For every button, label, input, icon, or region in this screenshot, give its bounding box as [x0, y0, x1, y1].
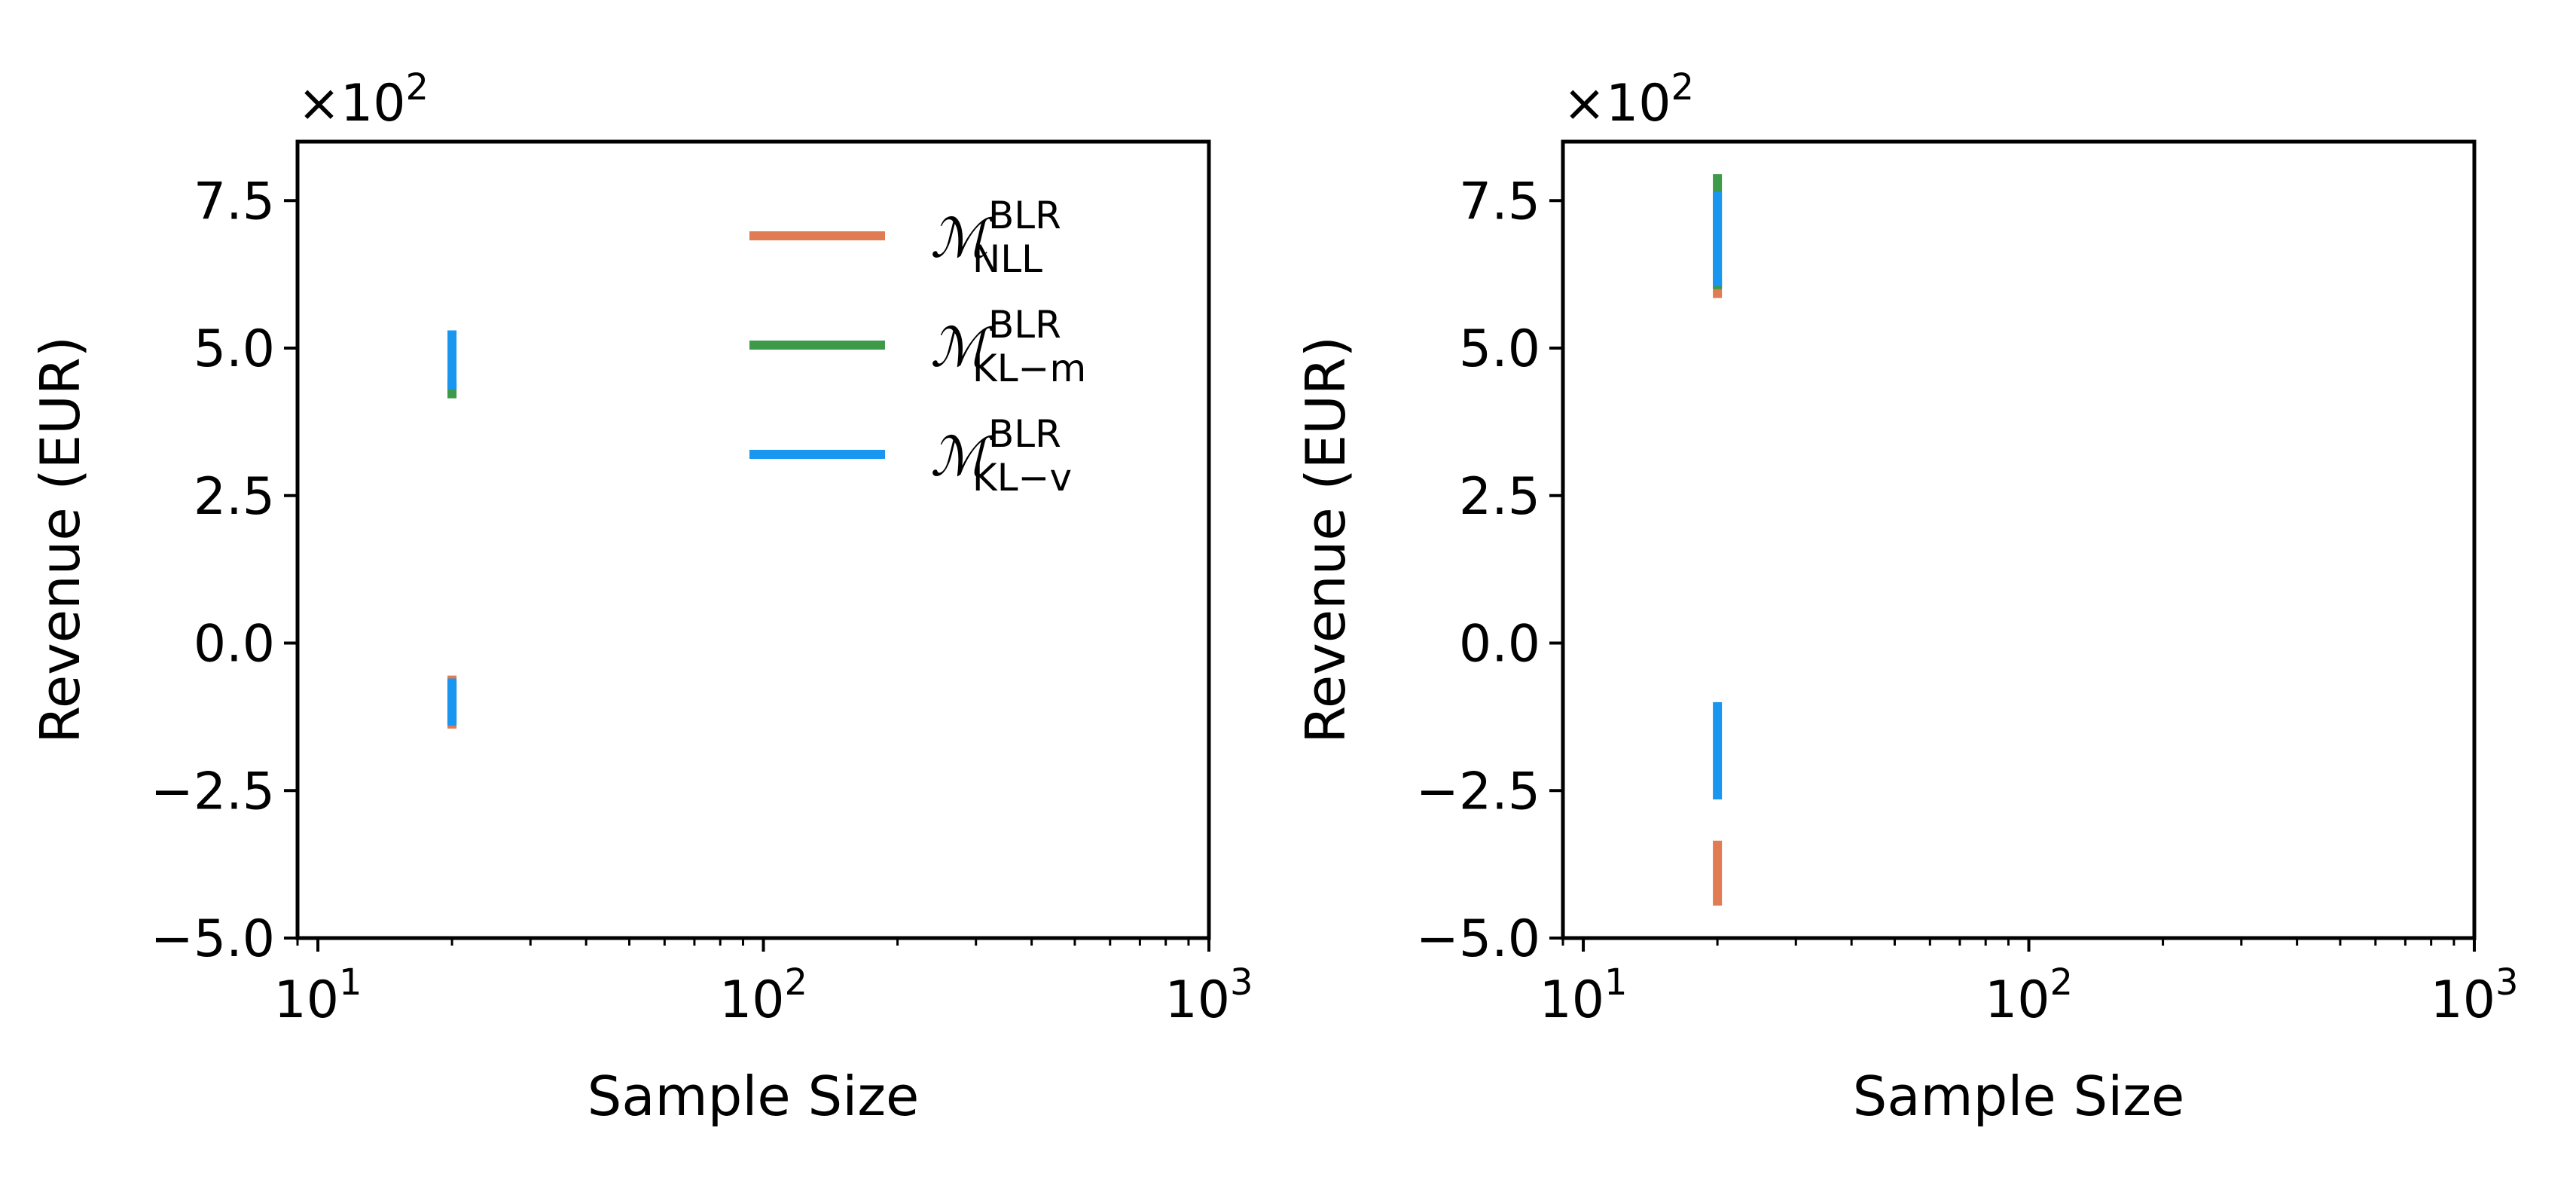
y-axis-label: Revenue (EUR) [1294, 336, 1357, 744]
x-tick-base: 10 [1985, 970, 2050, 1030]
legend-label: ℳBLR KL−v [930, 412, 1072, 500]
y-tick-label: 2.5 [1459, 467, 1540, 527]
y-tick-label: 2.5 [194, 467, 275, 527]
x-tick-exponent: 3 [1230, 961, 1253, 1004]
x-axis-label: Sample Size [588, 1065, 920, 1128]
y-tick-label: 0.0 [194, 615, 275, 674]
legend-symbol: ℳ [930, 425, 995, 488]
x-tick-exponent: 2 [785, 961, 808, 1004]
x-tick-label: 101 [1540, 961, 1628, 1030]
x-axis-label: Sample Size [1853, 1065, 2185, 1128]
x-tick-label: 102 [719, 961, 807, 1030]
x-tick-label: 101 [274, 961, 362, 1030]
legend-symbol: ℳ [930, 206, 995, 270]
y-tick-label: 5.0 [194, 319, 275, 379]
x-tick-exponent: 1 [1604, 961, 1628, 1004]
y-offset-exponent: 2 [406, 66, 429, 108]
plot-frame [1561, 139, 2477, 940]
y-tick-label: −5.0 [1416, 909, 1540, 969]
y-tick-label: 0.0 [1459, 615, 1540, 674]
legend-subscript: KL−m [972, 347, 1086, 390]
x-tick-base: 10 [719, 970, 785, 1030]
y-axis-label: Revenue (EUR) [29, 336, 92, 744]
x-tick-label: 103 [1164, 961, 1253, 1030]
x-tick-exponent: 1 [339, 961, 362, 1004]
legend-label: ℳBLR NLL [930, 194, 1061, 281]
x-tick-exponent: 2 [2050, 961, 2074, 1004]
y-tick-label: −5.0 [151, 909, 275, 969]
legend-subscript: NLL [972, 237, 1042, 281]
plot-frame [295, 139, 1211, 940]
y-offset-label: ×102 [298, 66, 429, 133]
x-tick-exponent: 3 [2495, 961, 2519, 1004]
legend-superscript: BLR [988, 194, 1061, 237]
legend-label: ℳBLR KL−m [930, 303, 1086, 390]
legend-superscript: BLR [988, 303, 1061, 347]
legend-subscript: KL−v [972, 456, 1072, 500]
y-tick-label: 7.5 [1459, 172, 1540, 231]
x-tick-label: 102 [1985, 961, 2073, 1030]
y-tick-label: −2.5 [1416, 762, 1540, 821]
y-offset-exponent: 2 [1671, 66, 1695, 108]
legend-symbol: ℳ [930, 316, 995, 379]
y-tick-label: 5.0 [1459, 319, 1540, 379]
x-tick-base: 10 [1164, 970, 1230, 1030]
y-tick-label: −2.5 [151, 762, 275, 821]
legend-superscript: BLR [988, 412, 1061, 456]
x-tick-base: 10 [1540, 970, 1605, 1030]
x-tick-label: 103 [2430, 961, 2518, 1030]
y-tick-label: 7.5 [194, 172, 275, 231]
y-offset-label: ×102 [1563, 66, 1694, 133]
y-offset-base: ×10 [298, 74, 406, 133]
x-tick-base: 10 [2430, 970, 2495, 1030]
y-offset-base: ×10 [1563, 74, 1671, 133]
x-tick-base: 10 [274, 970, 340, 1030]
